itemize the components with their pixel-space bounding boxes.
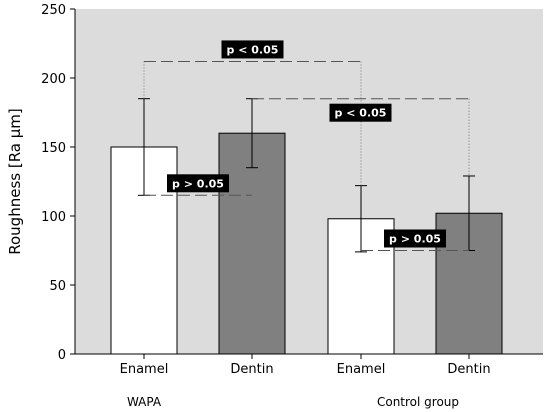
bars-layer — [110, 132, 503, 355]
y-tick-label-100: 100 — [41, 210, 66, 225]
x-tick-label-2: Dentin — [230, 362, 273, 377]
annotation-label-3: p > 0.05 — [172, 177, 224, 190]
y-axis-label: Roughness [Ra µm] — [6, 108, 24, 255]
axes-layer: 0 50 100 150 200 250 Enamel Dentin Enamel Dentin W… — [41, 3, 543, 409]
y-tick-label-150: 150 — [41, 141, 66, 156]
annotation-box-2 — [329, 103, 392, 122]
x-tick-label-3: Enamel — [337, 362, 386, 377]
annotation-label-1: p < 0.05 — [227, 43, 279, 56]
annotation-label-4: p > 0.05 — [389, 233, 441, 246]
annotation-box-3 — [167, 174, 229, 193]
y-tick-label-50: 50 — [49, 279, 66, 294]
x-tick-label-4: Dentin — [447, 362, 490, 377]
group-label-2: Control group — [377, 395, 459, 409]
group-label-1: WAPA — [127, 395, 162, 409]
y-tick-label-200: 200 — [41, 72, 66, 87]
y-tick-label-0: 0 — [58, 348, 66, 363]
annotation-box-1 — [221, 40, 284, 59]
y-tick-label-250: 250 — [41, 3, 66, 18]
annotation-box-4 — [384, 229, 446, 248]
x-tick-label-1: Enamel — [120, 362, 169, 377]
annotation-label-2: p < 0.05 — [335, 107, 387, 120]
annotations-layer: p < 0.05 p < 0.05 p > 0.05 p > 0.05 — [143, 40, 470, 251]
